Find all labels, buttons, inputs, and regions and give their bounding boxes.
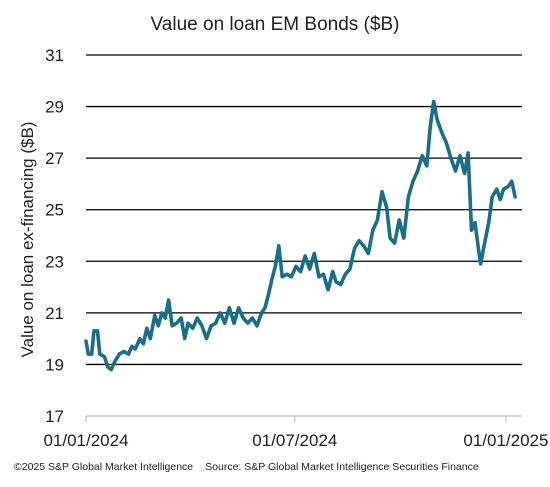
y-tick-label: 31	[45, 46, 64, 65]
y-gridlines	[86, 54, 522, 366]
y-axis-label: Value on loan ex-financing ($B)	[18, 122, 37, 358]
x-tick-label: 01/01/2024	[43, 431, 128, 450]
series-line	[84, 99, 517, 372]
x-tick-labels: 01/01/2024 01/07/2024 01/01/2025	[43, 416, 548, 450]
y-tick-label: 23	[45, 252, 64, 271]
chart-title: Value on loan EM Bonds ($B)	[150, 14, 400, 35]
source-text: Source: S&P Global Market Intelligence S…	[205, 461, 479, 473]
copyright-text: ©2025 S&P Global Market Intelligence	[14, 461, 194, 473]
y-tick-label: 27	[45, 149, 64, 168]
y-tick-label: 29	[45, 98, 64, 117]
x-tick-label: 01/07/2024	[252, 431, 337, 450]
y-tick-label: 21	[45, 304, 64, 323]
y-tick-label: 25	[45, 201, 64, 220]
x-tick-label: 01/01/2025	[463, 431, 548, 450]
y-tick-labels: 17 19 21 23 25 27 29 31	[45, 46, 64, 426]
y-tick-label: 17	[45, 407, 64, 426]
y-tick-label: 19	[45, 355, 64, 374]
footer: ©2025 S&P Global Market Intelligence Sour…	[14, 461, 544, 473]
